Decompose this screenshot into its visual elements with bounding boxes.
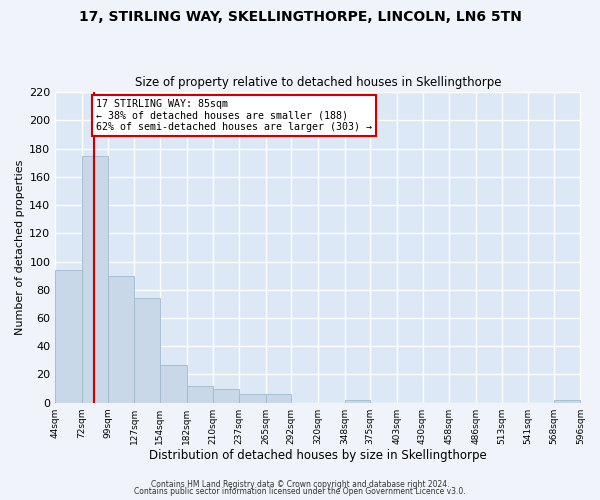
Bar (82, 156, 107, 402)
Bar (213, 388, 239, 402)
Bar (107, 276, 134, 402)
Bar (55, 270, 82, 402)
Bar (160, 364, 187, 403)
Text: 17, STIRLING WAY, SKELLINGTHORPE, LINCOLN, LN6 5TN: 17, STIRLING WAY, SKELLINGTHORPE, LINCOL… (79, 10, 521, 24)
Text: 17 STIRLING WAY: 85sqm
← 38% of detached houses are smaller (188)
62% of semi-de: 17 STIRLING WAY: 85sqm ← 38% of detached… (96, 99, 372, 132)
Title: Size of property relative to detached houses in Skellingthorpe: Size of property relative to detached ho… (134, 76, 501, 90)
Bar (554, 400, 580, 402)
Bar (266, 394, 291, 402)
Y-axis label: Number of detached properties: Number of detached properties (15, 160, 25, 335)
X-axis label: Distribution of detached houses by size in Skellingthorpe: Distribution of detached houses by size … (149, 450, 487, 462)
Bar (239, 394, 266, 402)
Bar (187, 386, 213, 402)
Bar (344, 400, 370, 402)
Bar (134, 298, 160, 403)
Text: Contains HM Land Registry data © Crown copyright and database right 2024.: Contains HM Land Registry data © Crown c… (151, 480, 449, 489)
Text: Contains public sector information licensed under the Open Government Licence v3: Contains public sector information licen… (134, 487, 466, 496)
